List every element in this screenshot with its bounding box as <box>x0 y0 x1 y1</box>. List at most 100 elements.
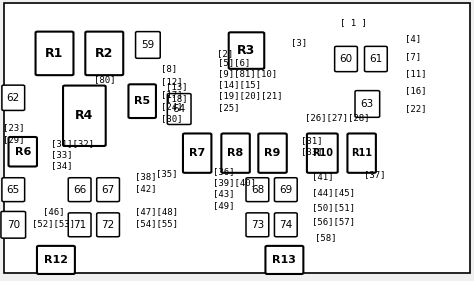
Text: 65: 65 <box>7 185 20 195</box>
Text: [37]: [37] <box>364 170 385 179</box>
Text: [34]: [34] <box>51 161 73 170</box>
Text: [9][81][10]: [9][81][10] <box>218 69 277 78</box>
Text: 71: 71 <box>73 220 86 230</box>
Text: [17]: [17] <box>161 90 182 99</box>
Text: [8]: [8] <box>161 64 177 73</box>
FancyBboxPatch shape <box>246 213 269 237</box>
Text: [31][32]: [31][32] <box>51 139 94 148</box>
Text: R12: R12 <box>44 255 68 265</box>
Text: [33]: [33] <box>301 147 323 156</box>
Text: 66: 66 <box>73 185 86 195</box>
Text: [2]: [2] <box>217 49 233 58</box>
Text: [7]: [7] <box>405 52 421 61</box>
Text: [19][20][21]: [19][20][21] <box>218 92 283 101</box>
Text: [47][48]: [47][48] <box>135 207 178 216</box>
Text: [ 1 ]: [ 1 ] <box>340 18 367 27</box>
FancyBboxPatch shape <box>355 90 380 117</box>
Text: [50][51]: [50][51] <box>312 203 355 212</box>
FancyBboxPatch shape <box>307 133 338 173</box>
Text: 69: 69 <box>279 185 292 195</box>
FancyBboxPatch shape <box>1 211 26 238</box>
Text: [29]: [29] <box>3 135 25 144</box>
Text: [41]: [41] <box>312 173 333 182</box>
FancyBboxPatch shape <box>63 86 106 146</box>
Text: [42]: [42] <box>135 184 156 193</box>
Text: [13]: [13] <box>166 82 187 91</box>
Text: 67: 67 <box>101 185 115 195</box>
Text: [44][45]: [44][45] <box>312 188 355 197</box>
Text: R6: R6 <box>15 147 31 157</box>
Text: [30]: [30] <box>161 114 182 123</box>
Text: [39][40]: [39][40] <box>213 178 256 187</box>
Text: [18]: [18] <box>166 94 187 103</box>
Text: R13: R13 <box>273 255 296 265</box>
Text: [58]: [58] <box>315 233 337 242</box>
Text: 60: 60 <box>339 54 353 64</box>
FancyBboxPatch shape <box>183 133 211 173</box>
FancyBboxPatch shape <box>97 178 119 202</box>
Text: [14][15]: [14][15] <box>218 80 261 89</box>
Text: R2: R2 <box>95 47 113 60</box>
Text: 64: 64 <box>173 104 186 114</box>
FancyBboxPatch shape <box>2 85 25 110</box>
Text: [25]: [25] <box>218 103 239 112</box>
Text: [80]: [80] <box>93 75 115 84</box>
Text: FBD wiki: FBD wiki <box>108 100 366 153</box>
FancyBboxPatch shape <box>265 246 303 274</box>
FancyBboxPatch shape <box>68 213 91 237</box>
Text: [11]: [11] <box>405 69 426 78</box>
Text: 62: 62 <box>7 93 20 103</box>
FancyBboxPatch shape <box>365 46 387 72</box>
Text: R9: R9 <box>264 148 281 158</box>
Text: [24]: [24] <box>161 102 182 111</box>
Text: 68: 68 <box>251 185 264 195</box>
Text: [23]: [23] <box>3 123 25 132</box>
Text: [26][27][28]: [26][27][28] <box>305 114 369 123</box>
Text: 59: 59 <box>141 40 155 50</box>
Text: R10: R10 <box>312 148 333 158</box>
Text: [22]: [22] <box>405 104 426 113</box>
Text: 61: 61 <box>369 54 383 64</box>
Text: [35]: [35] <box>156 169 178 178</box>
FancyBboxPatch shape <box>136 32 160 58</box>
Text: 74: 74 <box>279 220 292 230</box>
Text: [43]: [43] <box>213 189 235 198</box>
FancyBboxPatch shape <box>258 133 287 173</box>
Text: [54][55]: [54][55] <box>135 219 178 228</box>
FancyBboxPatch shape <box>274 213 297 237</box>
Text: R1: R1 <box>46 47 64 60</box>
Text: [49]: [49] <box>213 201 235 210</box>
FancyBboxPatch shape <box>347 133 376 173</box>
Text: R3: R3 <box>237 44 255 57</box>
Text: [12]: [12] <box>161 77 182 86</box>
FancyBboxPatch shape <box>128 84 156 118</box>
Text: 63: 63 <box>361 99 374 109</box>
Text: [33]: [33] <box>51 150 73 159</box>
Text: R5: R5 <box>134 96 150 106</box>
FancyBboxPatch shape <box>37 246 75 274</box>
FancyBboxPatch shape <box>68 178 91 202</box>
FancyBboxPatch shape <box>246 178 269 202</box>
Text: [36]: [36] <box>213 167 235 176</box>
Text: [31]: [31] <box>301 136 323 145</box>
Text: [4]: [4] <box>405 34 421 43</box>
Text: 70: 70 <box>7 220 20 230</box>
Text: [52][53]: [52][53] <box>32 219 75 228</box>
Text: 73: 73 <box>251 220 264 230</box>
FancyBboxPatch shape <box>2 178 25 202</box>
FancyBboxPatch shape <box>335 46 357 72</box>
Text: [56][57]: [56][57] <box>312 217 355 226</box>
FancyBboxPatch shape <box>167 94 191 124</box>
FancyBboxPatch shape <box>9 137 37 166</box>
Text: R8: R8 <box>228 148 244 158</box>
Text: [5][6]: [5][6] <box>218 58 250 67</box>
Text: R7: R7 <box>189 148 205 158</box>
FancyBboxPatch shape <box>274 178 297 202</box>
Text: R4: R4 <box>75 109 93 122</box>
FancyBboxPatch shape <box>85 31 123 75</box>
Text: [38]: [38] <box>135 173 156 182</box>
FancyBboxPatch shape <box>36 31 73 75</box>
Text: R11: R11 <box>351 148 372 158</box>
Text: [16]: [16] <box>405 87 426 96</box>
Text: [3]: [3] <box>291 38 307 47</box>
